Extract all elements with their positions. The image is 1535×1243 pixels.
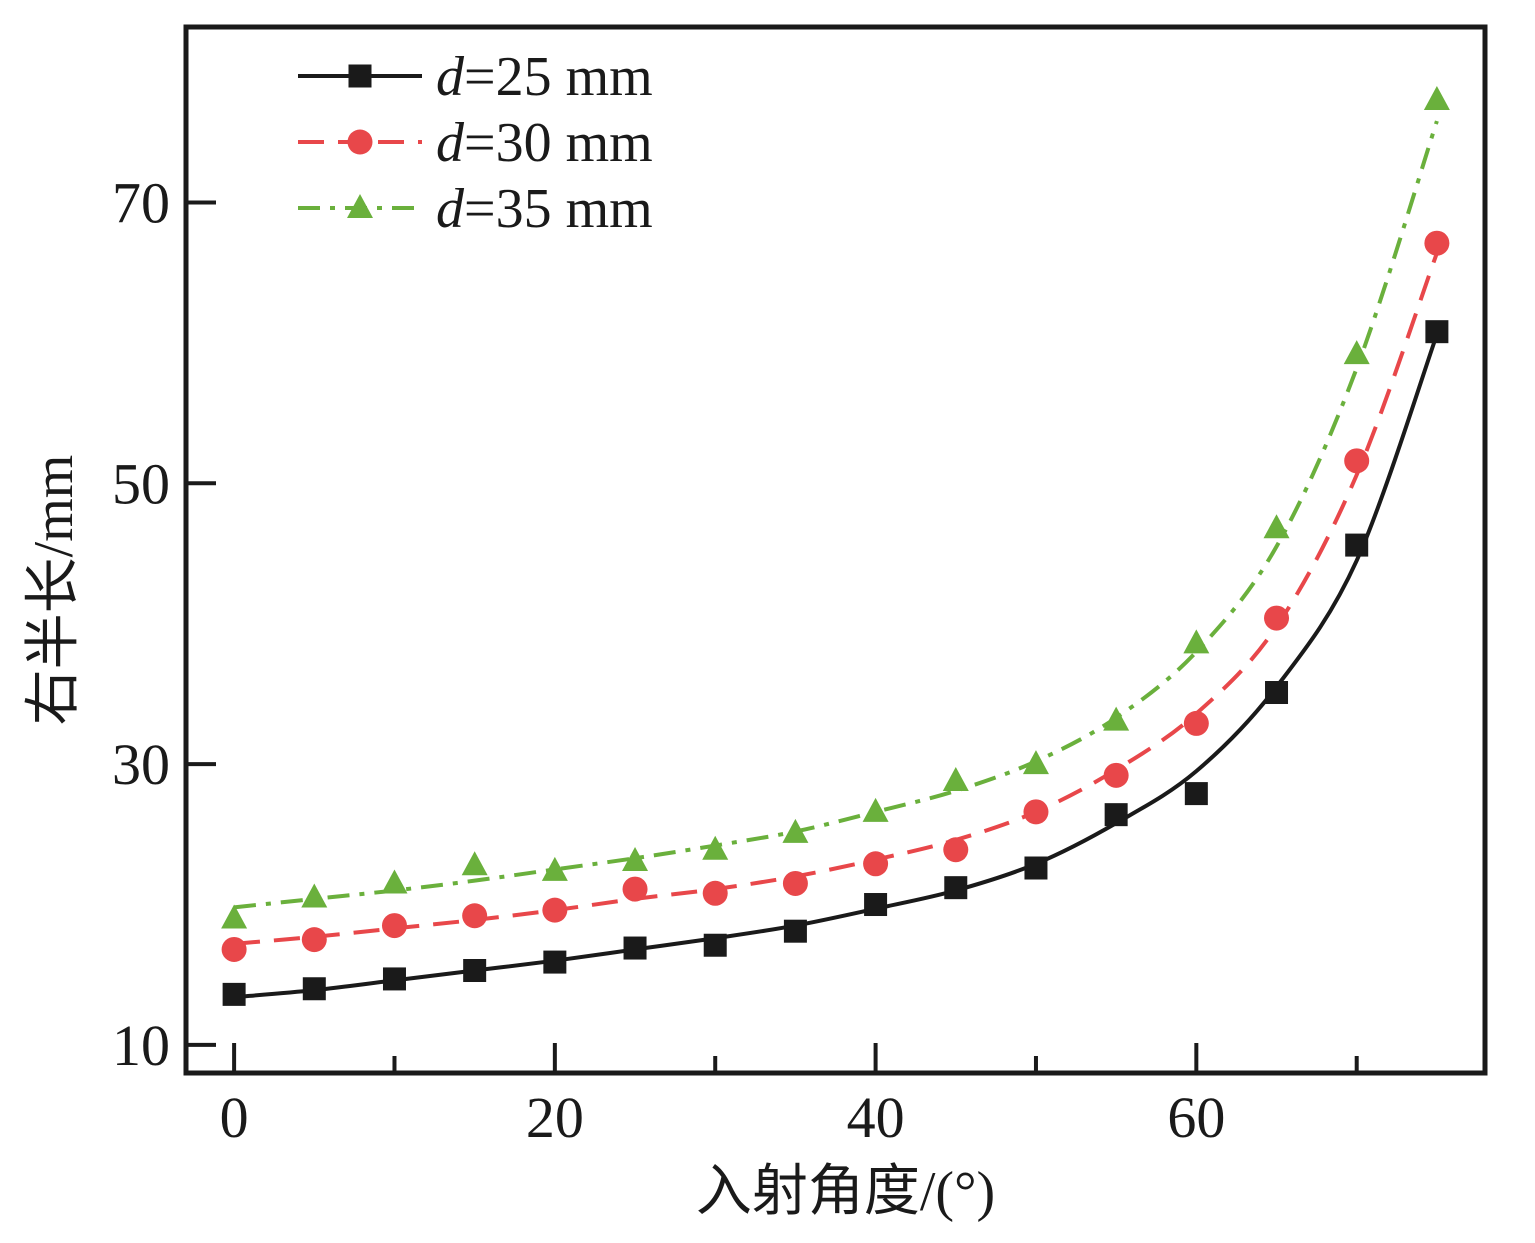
data-point-triangle — [541, 856, 568, 881]
x-tick-label: 60 — [1167, 1085, 1225, 1150]
data-point-circle — [1264, 605, 1290, 631]
data-point-triangle — [782, 818, 809, 843]
data-point-square — [1184, 782, 1208, 806]
data-point-circle — [702, 880, 728, 906]
data-point-circle — [1103, 762, 1129, 788]
data-point-triangle — [1423, 86, 1450, 111]
legend-label-rest: =25 mm — [464, 46, 653, 108]
data-point-triangle — [301, 883, 328, 908]
x-tick-label: 20 — [526, 1085, 584, 1150]
legend-marker-circle — [347, 129, 373, 155]
data-point-triangle — [622, 846, 649, 871]
data-point-square — [1425, 320, 1449, 344]
data-point-square — [944, 876, 968, 900]
data-point-square — [623, 936, 647, 960]
data-point-triangle — [1183, 629, 1210, 654]
legend-label-italic: d — [436, 112, 465, 174]
data-point-circle — [782, 870, 808, 896]
legend: d=25 mmd=30 mmd=35 mm — [298, 46, 653, 240]
data-point-triangle — [1343, 340, 1370, 365]
data-point-square — [703, 933, 727, 957]
data-point-circle — [462, 903, 488, 929]
legend-label-rest: =35 mm — [464, 178, 653, 240]
legend-label: d=35 mm — [436, 178, 653, 240]
data-point-circle — [221, 936, 247, 962]
data-point-square — [222, 982, 246, 1006]
data-point-circle — [1023, 799, 1049, 825]
data-point-triangle — [702, 835, 729, 860]
series-line-3 — [233, 120, 1439, 910]
x-axis-title: 入射角度/(°) — [696, 1161, 995, 1223]
data-markers — [221, 86, 1450, 1006]
legend-label-italic: d — [436, 46, 465, 108]
data-point-square — [783, 919, 807, 943]
legend-label: d=25 mm — [436, 46, 653, 108]
data-point-square — [302, 977, 326, 1001]
axes: 0 20 40 60 10 30 50 70 — [112, 24, 1488, 1150]
data-point-square — [1104, 803, 1128, 827]
data-point-triangle — [942, 766, 969, 791]
series-line-2 — [233, 252, 1439, 946]
data-point-triangle — [1103, 706, 1130, 731]
data-point-circle — [943, 837, 969, 863]
data-point-circle — [1424, 230, 1450, 256]
data-point-circle — [381, 913, 407, 939]
data-point-square — [1024, 856, 1048, 880]
data-point-circle — [301, 927, 327, 953]
legend-marker-square — [348, 64, 372, 88]
data-point-triangle — [221, 904, 248, 929]
y-tick-label: 70 — [112, 171, 170, 236]
legend-label-italic: d — [436, 178, 465, 240]
data-point-circle — [863, 851, 889, 877]
data-point-square — [543, 950, 567, 974]
x-tick-label: 0 — [220, 1085, 249, 1150]
legend-marker-triangle — [347, 194, 373, 218]
data-point-triangle — [1263, 514, 1290, 539]
data-point-square — [1345, 533, 1369, 557]
data-point-square — [864, 893, 888, 917]
data-point-square — [463, 959, 487, 983]
legend-label-rest: =30 mm — [464, 112, 653, 174]
plot-frame — [183, 24, 1488, 1076]
data-point-triangle — [1022, 750, 1049, 775]
y-tick-label: 10 — [112, 1013, 170, 1078]
data-point-circle — [542, 897, 568, 923]
data-point-square — [382, 967, 406, 991]
data-point-circle — [1183, 710, 1209, 736]
data-point-circle — [622, 876, 648, 902]
legend-label: d=30 mm — [436, 112, 653, 174]
data-point-circle — [1344, 448, 1370, 474]
y-tick-label: 50 — [112, 451, 170, 516]
data-point-square — [1265, 681, 1289, 705]
data-point-triangle — [461, 851, 488, 876]
x-tick-label: 40 — [847, 1085, 905, 1150]
y-axis-title: 右半长/mm — [23, 455, 85, 726]
y-tick-label: 30 — [112, 732, 170, 797]
data-point-triangle — [381, 869, 408, 894]
data-point-triangle — [862, 797, 889, 822]
